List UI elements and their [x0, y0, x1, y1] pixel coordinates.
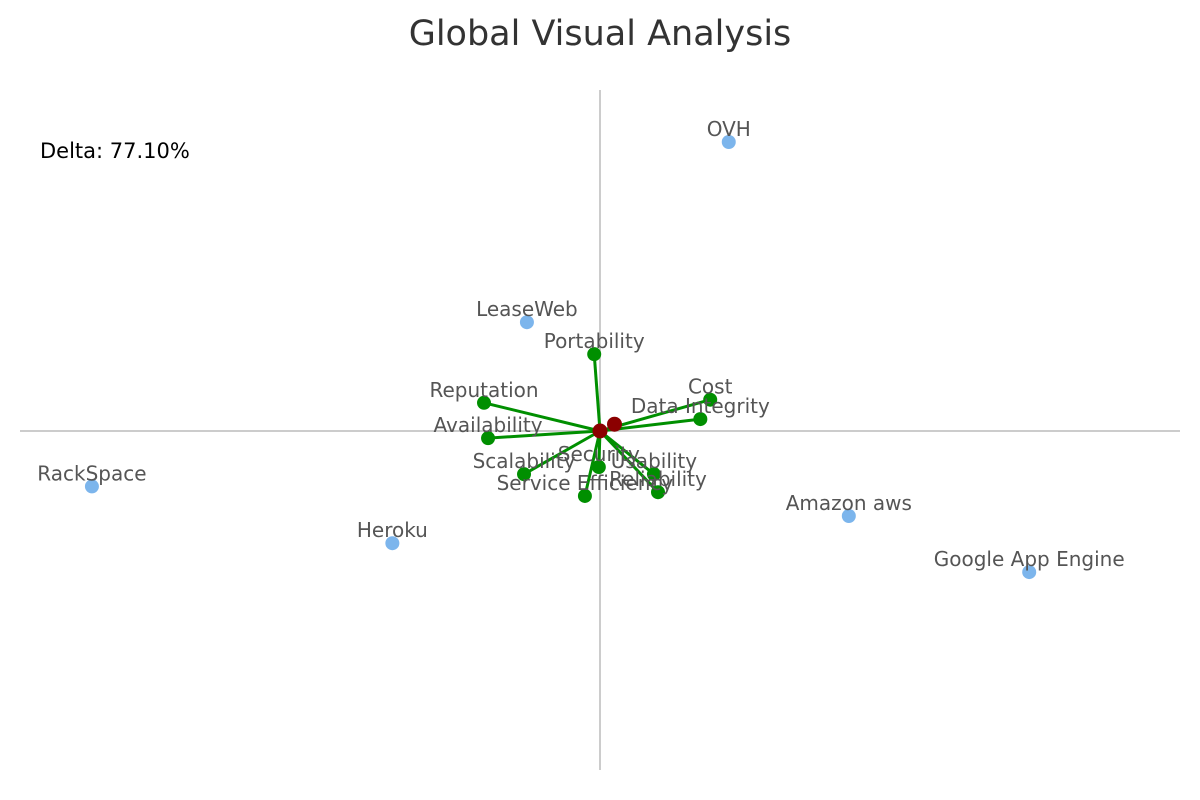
criterion-label-portability: Portability — [544, 329, 645, 353]
spoke-portability — [592, 354, 602, 432]
criterion-label-service-efficiency: Service Efficiency — [497, 471, 674, 495]
criterion-label-reputation: Reputation — [429, 378, 538, 402]
provider-point-leaseweb[interactable] — [519, 315, 534, 330]
center-point[interactable] — [592, 423, 608, 439]
criterion-point-service-efficiency[interactable] — [577, 488, 592, 503]
spoke-reliability — [598, 429, 660, 494]
provider-label-leaseweb: LeaseWeb — [476, 297, 578, 321]
criterion-label-scalability: Scalability — [473, 449, 576, 473]
criterion-point-reliability[interactable] — [651, 485, 665, 500]
provider-point-rackspace[interactable] — [84, 479, 99, 494]
criterion-label-cost: Cost — [688, 375, 733, 399]
point-labels: Portability Reputation Availability CostDat… — [37, 117, 1124, 571]
criterion-point-scalability[interactable] — [517, 467, 532, 482]
criterion-label-usability: Usability — [611, 449, 698, 473]
criterion-point-availability[interactable] — [481, 431, 496, 446]
provider-label-google-app-engine: Google App Engine — [934, 547, 1125, 571]
criterion-point-usability[interactable] — [646, 467, 661, 482]
criterion-point-security[interactable] — [591, 460, 606, 475]
provider-point-amazon-aws[interactable] — [841, 509, 856, 523]
provider-label-heroku: Heroku — [357, 518, 428, 542]
criterion-point-reputation[interactable] — [477, 395, 491, 410]
secondary-center-point[interactable] — [607, 416, 622, 432]
provider-label-rackspace: RackSpace — [37, 461, 146, 485]
criterion-label-reliability: Reliability — [609, 467, 707, 491]
provider-label-amazon-aws: Amazon aws — [786, 491, 912, 515]
criterion-label-availability: Availability — [434, 413, 543, 437]
criterion-label-data-integrity: Data Integrity — [631, 394, 770, 418]
spoke-service-efficiency — [583, 430, 602, 497]
criterion-point-portability[interactable] — [587, 347, 602, 362]
delta-annotation: Delta: 77.10% — [40, 139, 190, 163]
spoke-usability — [599, 429, 655, 476]
provider-label-ovh: OVH — [707, 117, 751, 141]
spoke-reputation — [483, 401, 601, 433]
data-points — [84, 135, 1037, 580]
provider-point-google-app-engine[interactable] — [1022, 565, 1037, 580]
provider-point-ovh[interactable] — [721, 135, 736, 149]
criterion-point-data-integrity[interactable] — [693, 412, 708, 427]
provider-point-heroku[interactable] — [385, 536, 400, 551]
chart-title: Global Visual Analysis — [408, 14, 792, 54]
criterion-label-security: Security — [558, 442, 640, 466]
spoke-scalability — [523, 429, 601, 476]
criterion-point-cost[interactable] — [703, 392, 718, 407]
spoke-availability — [487, 429, 601, 440]
